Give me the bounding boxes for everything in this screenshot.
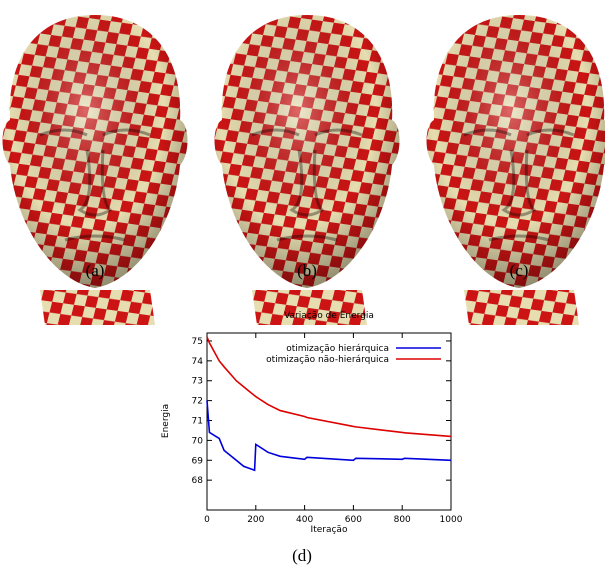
- chart-title: Variação de Energia: [284, 311, 374, 321]
- y-tick-label: 70: [192, 436, 204, 446]
- y-tick-label: 68: [192, 476, 204, 486]
- figure: (a) (b) (c) (d) Variação de Energia Iter…: [0, 0, 605, 568]
- plot: 68 69 70 71 72 73 74 75 0 200 400 600 800 1000 otimiza…: [192, 333, 463, 525]
- panel-label: (d): [292, 546, 312, 565]
- y-tick-label: 74: [192, 357, 204, 367]
- y-tick-label: 69: [192, 456, 204, 466]
- x-tick-label: 200: [247, 515, 264, 525]
- panel-label: (a): [86, 261, 105, 280]
- x-tick-label: 600: [345, 515, 362, 525]
- y-tick-label: 73: [192, 377, 203, 387]
- legend-label: otimização não-hierárquica: [266, 355, 389, 365]
- y-tick-label: 71: [192, 417, 203, 427]
- x-axis-label: Iteração: [311, 525, 348, 535]
- x-tick-label: 400: [296, 515, 313, 525]
- y-tick-label: 75: [192, 337, 203, 347]
- legend-label: otimização hierárquica: [286, 344, 389, 354]
- panel-label: (c): [510, 261, 529, 280]
- series-line: [207, 401, 451, 471]
- panel-label: (b): [297, 261, 317, 280]
- y-axis-label: Energia: [161, 404, 171, 438]
- x-tick-label: 0: [204, 515, 210, 525]
- x-tick-label: 1000: [440, 515, 463, 525]
- x-tick-label: 800: [394, 515, 411, 525]
- y-tick-label: 72: [192, 397, 203, 407]
